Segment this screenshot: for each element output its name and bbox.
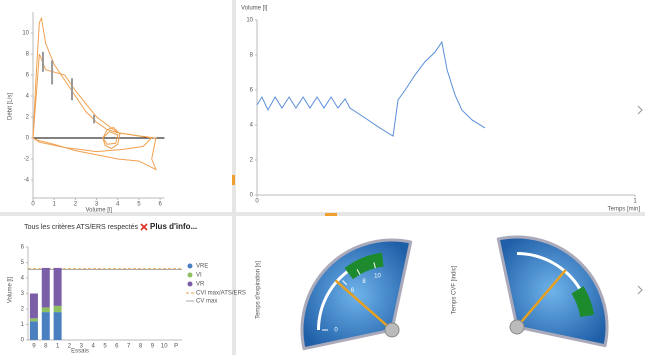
y-tick-label: 6: [250, 88, 254, 94]
x-tick-label: 4: [91, 344, 95, 350]
legend-label: VI: [196, 273, 202, 279]
panel: [0, 216, 232, 355]
legend-label: VR: [196, 282, 205, 288]
legend-swatch: [187, 272, 193, 278]
y-tick-label: 2: [26, 115, 30, 121]
x-tick-label: 2: [68, 344, 72, 350]
y-tick-label: 4: [21, 276, 25, 282]
more-info-link[interactable]: Plus d'info...: [150, 222, 197, 231]
x-tick-label: 7: [127, 344, 131, 350]
bar-segment: [53, 267, 62, 306]
y-tick-label: 10: [246, 18, 253, 24]
scale-arc: [317, 270, 349, 330]
legend-label: VRE: [196, 264, 208, 270]
x-tick-label: 4: [116, 202, 120, 208]
y-tick-label: 2: [21, 307, 25, 313]
y-tick-label: 5: [21, 260, 25, 266]
y-tick-label: 8: [26, 52, 30, 58]
legend-swatch: [187, 281, 193, 287]
bar-segment: [53, 305, 62, 313]
y-axis-label: Volume [l]: [8, 277, 14, 304]
fail-icon: [140, 223, 148, 231]
gauge-tick-label: 8: [362, 279, 366, 285]
needle: [335, 279, 394, 332]
gauge-tick-label: 10: [374, 273, 381, 279]
bar-segment: [29, 293, 38, 319]
gauge-title: Temps CVF [indic]: [452, 265, 458, 314]
x-tick-label: 9: [151, 344, 155, 350]
y-tick-label: 0: [26, 136, 30, 142]
scale-arc: [517, 252, 581, 290]
x-tick-label: 6: [115, 344, 119, 350]
y-tick-label: 10: [22, 31, 29, 37]
x-tick-label: 6: [158, 202, 162, 208]
y-tick-label: 4: [26, 94, 30, 100]
criteria-title: Tous les critères ATS/ERS respectés: [24, 224, 138, 231]
x-tick-label: 8: [44, 344, 48, 350]
x-tick-label: 5: [137, 202, 141, 208]
bar-segment: [41, 307, 50, 313]
y-tick-label: 8: [250, 53, 254, 59]
gauge-tick: [342, 280, 348, 286]
y-axis-label: Volume [l]: [241, 6, 268, 12]
y-tick-label: 0: [21, 338, 25, 344]
x-tick-label: 1: [56, 344, 60, 350]
needle: [515, 269, 567, 329]
y-tick-label: 1: [21, 322, 25, 328]
x-tick-label: 3: [95, 202, 99, 208]
target-band: [571, 286, 595, 317]
x-axis-label: Volume [l]: [86, 208, 113, 214]
gauge-title: Temps d'expiration [s]: [256, 261, 262, 319]
needle-hub: [509, 319, 525, 335]
x-tick-label: 2: [74, 202, 78, 208]
x-tick-label: 1: [633, 199, 637, 205]
legend-label: CV max: [196, 299, 217, 305]
target-band: [344, 252, 384, 280]
bar-segment: [41, 267, 50, 308]
legend-swatch: [187, 263, 193, 269]
y-tick-label: 3: [21, 291, 25, 297]
gauge-tick: [356, 269, 361, 275]
bar-segment: [53, 312, 62, 340]
gauge-tick-label: 0: [334, 328, 338, 334]
y-axis-label: Débit [L/s]: [8, 93, 14, 120]
x-tick-label: 0: [255, 199, 259, 205]
y-tick-label: -4: [24, 178, 30, 184]
y-tick-label: 0: [250, 193, 254, 199]
gauge-tick: [373, 262, 376, 269]
x-tick-label: P: [174, 344, 178, 350]
splitter-handle[interactable]: [232, 175, 235, 185]
bar-segment: [29, 321, 38, 340]
panel: [236, 0, 645, 212]
gauge-tick-label: 6: [351, 288, 355, 294]
bar-segment: [41, 312, 50, 340]
y-tick-label: 6: [21, 245, 25, 251]
x-tick-label: 1: [53, 202, 57, 208]
x-tick-label: 9: [32, 344, 36, 350]
legend-label: CVI max/ATS/ERS: [196, 291, 246, 297]
x-axis-label: Essais: [71, 349, 89, 355]
x-tick-label: 10: [161, 344, 168, 350]
x-tick-label: 3: [80, 344, 84, 350]
x-tick-label: 0: [31, 202, 35, 208]
y-tick-label: 6: [26, 73, 30, 79]
x-tick-label: 5: [103, 344, 107, 350]
needle-hub: [384, 322, 400, 338]
splitter-handle[interactable]: [325, 213, 337, 216]
y-tick-label: -2: [24, 157, 30, 163]
x-axis-label: Temps [min]: [608, 207, 641, 213]
bar-segment: [29, 318, 38, 322]
expand-arrow[interactable]: [637, 105, 643, 295]
x-tick-label: 8: [139, 344, 143, 350]
data-line: [32, 53, 153, 153]
data-line: [102, 126, 121, 150]
data-line: [256, 40, 486, 137]
y-tick-label: 2: [250, 158, 254, 164]
y-tick-label: 4: [250, 123, 254, 129]
